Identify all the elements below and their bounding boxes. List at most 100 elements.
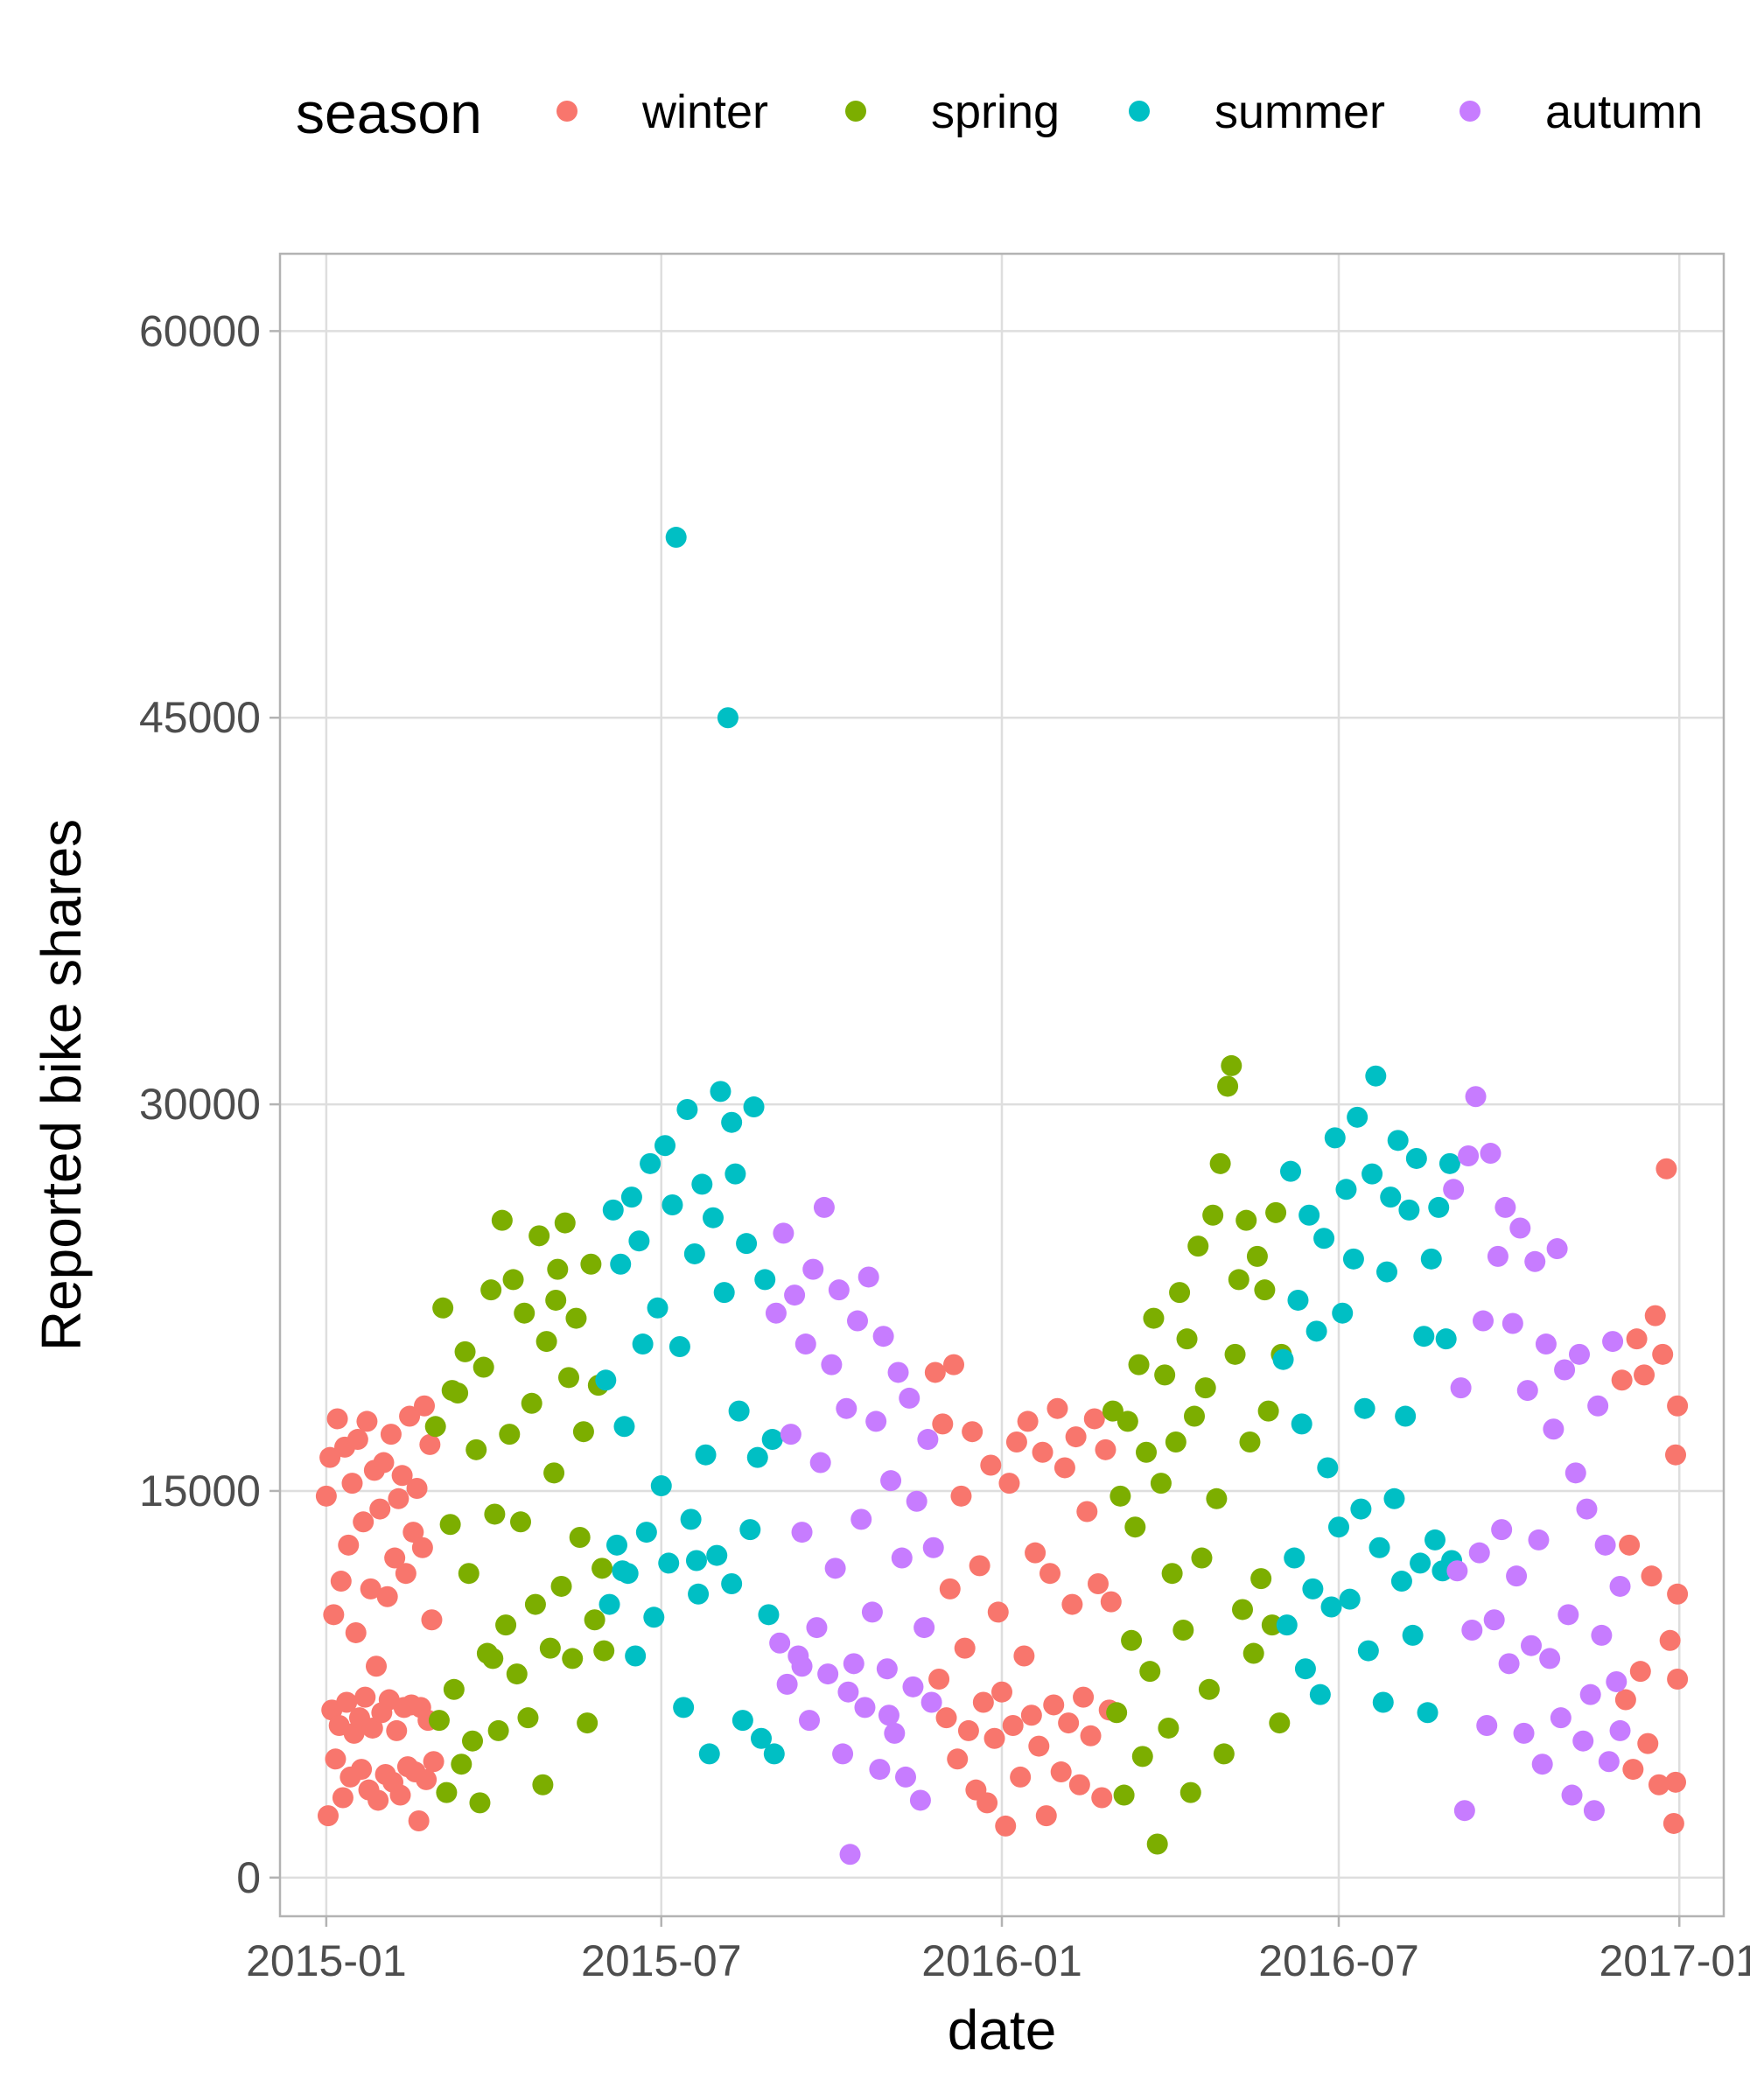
data-point [1509, 1217, 1531, 1239]
data-point [1294, 1658, 1316, 1680]
x-tick-label: 2015-07 [581, 1936, 742, 1985]
data-point [1572, 1730, 1594, 1752]
data-point [1554, 1359, 1576, 1381]
data-point [1080, 1725, 1102, 1746]
data-point [1569, 1343, 1590, 1365]
data-point [763, 1743, 785, 1765]
x-axis-title: date [948, 1998, 1057, 2062]
data-point [858, 1266, 879, 1288]
data-point [1435, 1328, 1457, 1350]
data-point [419, 1433, 441, 1455]
data-point [1468, 1542, 1490, 1564]
data-point [577, 1712, 598, 1734]
data-point [1239, 1431, 1261, 1452]
data-point [376, 1586, 398, 1607]
data-point [569, 1526, 591, 1548]
data-point [368, 1789, 389, 1811]
y-tick-label: 30000 [139, 1080, 261, 1129]
data-point [1606, 1670, 1628, 1692]
data-point [1176, 1328, 1198, 1350]
data-point [1659, 1629, 1681, 1651]
data-point [1450, 1377, 1472, 1399]
data-point [1550, 1707, 1572, 1729]
data-point [1656, 1158, 1677, 1180]
data-point [765, 1302, 787, 1324]
data-point [414, 1395, 435, 1417]
data-point [1143, 1307, 1165, 1329]
data-point [1424, 1529, 1446, 1550]
data-point [480, 1279, 502, 1301]
data-points [315, 527, 1689, 1866]
data-point [909, 1789, 931, 1811]
data-point [610, 1253, 632, 1275]
data-point [406, 1478, 428, 1500]
data-point [821, 1354, 843, 1376]
data-point [1165, 1431, 1186, 1452]
data-point [318, 1805, 339, 1827]
data-point [957, 1719, 979, 1741]
data-point [1172, 1620, 1194, 1642]
data-point [524, 1593, 546, 1615]
data-point [1543, 1418, 1564, 1440]
data-point [1564, 1462, 1586, 1484]
data-point [1054, 1457, 1075, 1479]
data-point [1362, 1163, 1383, 1185]
data-point [380, 1424, 402, 1446]
data-point [861, 1601, 883, 1623]
data-point [1583, 1800, 1605, 1822]
data-point [850, 1508, 872, 1530]
data-point [1073, 1686, 1095, 1708]
legend-item-summer: summer [1129, 86, 1385, 138]
data-point [1480, 1143, 1502, 1165]
data-point [1350, 1498, 1372, 1520]
data-point [1209, 1152, 1231, 1174]
data-point [1380, 1186, 1402, 1208]
data-point [1169, 1282, 1191, 1304]
legend-key [1129, 101, 1150, 122]
data-point [891, 1547, 913, 1569]
data-point [1320, 1596, 1342, 1618]
data-point [1198, 1678, 1220, 1700]
data-point [1276, 1614, 1298, 1636]
legend-label: winter [641, 86, 768, 138]
series-autumn [765, 1086, 1631, 1866]
data-point [688, 1583, 710, 1605]
data-point [487, 1719, 509, 1741]
data-point [791, 1522, 813, 1544]
data-point [386, 1719, 408, 1741]
data-point [625, 1645, 647, 1667]
data-point [1390, 1571, 1412, 1592]
data-point [1357, 1640, 1379, 1662]
data-point [391, 1465, 413, 1487]
data-point [593, 1640, 615, 1662]
data-point [1257, 1400, 1279, 1422]
data-point [1020, 1704, 1042, 1726]
data-point [1629, 1661, 1651, 1683]
data-point [1028, 1735, 1050, 1757]
data-point [1506, 1565, 1528, 1587]
data-point [1284, 1547, 1306, 1569]
data-point [1494, 1196, 1516, 1218]
data-point [1154, 1364, 1176, 1386]
series-summer [595, 527, 1463, 1765]
data-point [1298, 1204, 1320, 1226]
x-axis: 2015-01 2015-07 2016-01 2016-07 2017-01 [246, 1916, 1750, 1985]
data-point [1641, 1565, 1662, 1587]
data-point [1438, 1152, 1460, 1174]
data-point [895, 1766, 916, 1788]
data-point [1428, 1196, 1450, 1218]
data-point [351, 1759, 373, 1781]
data-point [506, 1663, 528, 1685]
data-point [902, 1676, 924, 1698]
legend-key [845, 101, 866, 122]
data-point [1313, 1228, 1335, 1250]
data-point [809, 1452, 831, 1474]
data-point [416, 1768, 438, 1790]
data-point [451, 1754, 472, 1775]
data-point [1347, 1106, 1368, 1128]
data-point [939, 1578, 961, 1600]
data-point [1420, 1248, 1442, 1270]
data-point [1667, 1583, 1689, 1605]
data-point [1602, 1331, 1624, 1353]
data-point [1224, 1343, 1246, 1365]
